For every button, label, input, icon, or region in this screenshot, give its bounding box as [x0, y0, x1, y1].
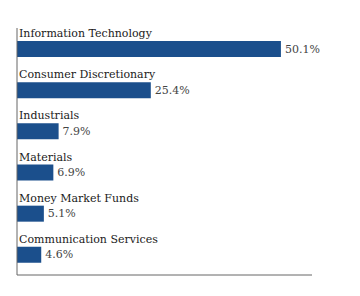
svg-text:Money Market Funds: Money Market Funds — [19, 192, 139, 205]
svg-text:6.9%: 6.9% — [57, 166, 85, 179]
svg-text:Information Technology: Information Technology — [19, 27, 153, 40]
svg-text:25.4%: 25.4% — [155, 84, 190, 97]
svg-text:Materials: Materials — [19, 151, 73, 164]
svg-text:Consumer Discretionary: Consumer Discretionary — [19, 68, 156, 81]
svg-text:50.1%: 50.1% — [285, 43, 320, 56]
svg-text:5.1%: 5.1% — [48, 207, 76, 220]
svg-text:4.6%: 4.6% — [45, 248, 73, 261]
svg-text:7.9%: 7.9% — [63, 125, 91, 138]
svg-text:Communication Services: Communication Services — [19, 233, 158, 246]
svg-text:Industrials: Industrials — [19, 109, 79, 122]
